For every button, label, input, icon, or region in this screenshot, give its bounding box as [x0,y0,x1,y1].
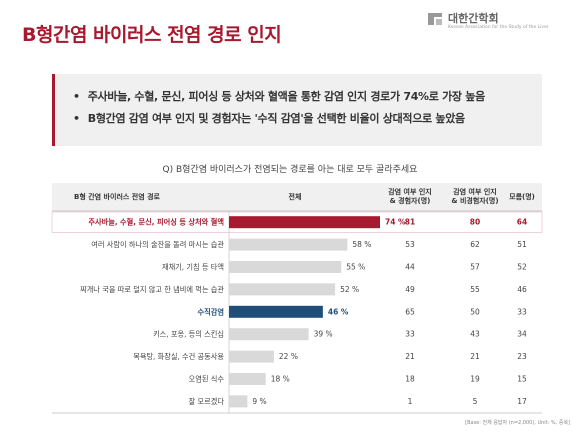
bar [229,216,380,229]
cell-unknown: 52 [517,263,527,272]
cell-aware-not-experienced: 50 [470,307,480,316]
cell-aware-not-experienced: 43 [470,330,480,339]
category-label: 목욕탕, 화장실, 수건 공동사용 [133,352,224,361]
cell-aware-experienced: 81 [405,218,415,227]
page-title: B형간염 바이러스 전염 경로 인지 [22,24,282,46]
cell-unknown: 64 [517,218,527,227]
header-unknown: 모름(명) [509,193,535,201]
category-label: 수직감염 [198,307,224,316]
cell-aware-experienced: 33 [405,330,415,339]
value-label: 39 % [314,330,333,339]
cell-aware-experienced: 44 [405,263,415,272]
logo-name: 대한간학회 [448,12,499,25]
cell-aware-not-experienced: 19 [470,375,480,384]
cell-unknown: 17 [517,397,527,406]
category-label: 여러 사람이 하나의 술잔을 돌려 마시는 습관 [91,240,224,249]
bar [229,305,323,318]
cell-aware-experienced: 53 [405,240,415,249]
cell-aware-not-experienced: 21 [470,352,480,361]
cell-unknown: 33 [517,307,527,316]
value-label: 9 % [252,397,266,406]
category-label: 잘 모르겠다 [189,397,225,406]
cell-unknown: 23 [517,352,527,361]
category-label: 주사바늘, 수혈, 문신, 피어싱 등 상처와 혈액 [88,218,224,227]
header-aware-not-experienced-line2: & 비경험자(명) [451,197,499,205]
value-label: 46 % [328,307,349,316]
footnote: [Base: 전체 응답자 (n=2,000), Unit: %, 중복] [465,420,570,426]
category-label: 키스, 포옹, 등의 스킨십 [153,330,224,339]
cell-aware-not-experienced: 80 [470,218,480,227]
category-label: 오염된 식수 [189,375,225,384]
bar [229,238,348,251]
bar [229,261,342,273]
bar [229,373,266,385]
bar [229,350,274,363]
value-label: 18 % [271,375,290,384]
logo: 대한간학회 Korean Association for the Study o… [426,10,566,36]
bar [229,283,336,296]
summary-box: 주사바늘, 수혈, 문신, 피어싱 등 상처와 혈액을 통한 감염 인지 경로가… [52,74,542,146]
logo-mark-icon [428,13,442,25]
header-total: 전체 [288,193,302,201]
header-aware-experienced-line1: 감염 여부 인지 [388,188,432,196]
highlight-row-frame [51,211,543,233]
survey-question: Q) B형간염 바이러스가 전염되는 경로를 아는 대로 모두 골라주세요 [162,165,418,175]
cell-aware-not-experienced: 57 [470,263,480,272]
value-label: 74 % [385,218,406,227]
cell-unknown: 34 [517,330,527,339]
category-label: 찌개나 국을 따로 덜지 않고 한 냄비에 먹는 습관 [80,285,224,294]
bar [229,395,248,408]
cell-aware-experienced: 65 [405,307,415,316]
category-label: 재채기, 기침 등 타액 [162,263,224,272]
cell-aware-experienced: 49 [405,285,415,294]
header-aware-not-experienced-line1: 감염 여부 인지 [453,188,497,196]
cell-aware-experienced: 21 [405,352,415,361]
summary-item: B형간염 감염 여부 인지 및 경험자는 '수직 감염'을 선택한 비율이 상대… [73,108,542,130]
cell-aware-not-experienced: 55 [470,285,480,294]
logo-subtitle: Korean Association for the Study of the … [448,25,549,30]
value-label: 58 % [352,240,371,249]
cell-unknown: 15 [517,375,527,384]
bar [229,328,309,341]
header-aware-experienced-line2: & 경험자(명) [389,197,431,205]
cell-aware-not-experienced: 62 [470,240,480,249]
value-label: 55 % [346,263,365,272]
value-label: 22 % [279,352,298,361]
header-aware-experienced: 감염 여부 인지 & 경험자(명) [370,188,450,206]
value-label: 52 % [340,285,359,294]
summary-item: 주사바늘, 수혈, 문신, 피어싱 등 상처와 혈액을 통한 감염 인지 경로가… [73,86,542,108]
cell-aware-not-experienced: 5 [473,397,478,406]
table-header-background [52,183,542,211]
cell-unknown: 51 [517,240,527,249]
cell-unknown: 46 [517,285,527,294]
header-aware-not-experienced: 감염 여부 인지 & 비경험자(명) [435,188,515,206]
cell-aware-experienced: 18 [405,375,415,384]
cell-aware-experienced: 1 [408,397,413,406]
header-route: B형 간염 바이러스 전염 경로 [74,193,160,201]
